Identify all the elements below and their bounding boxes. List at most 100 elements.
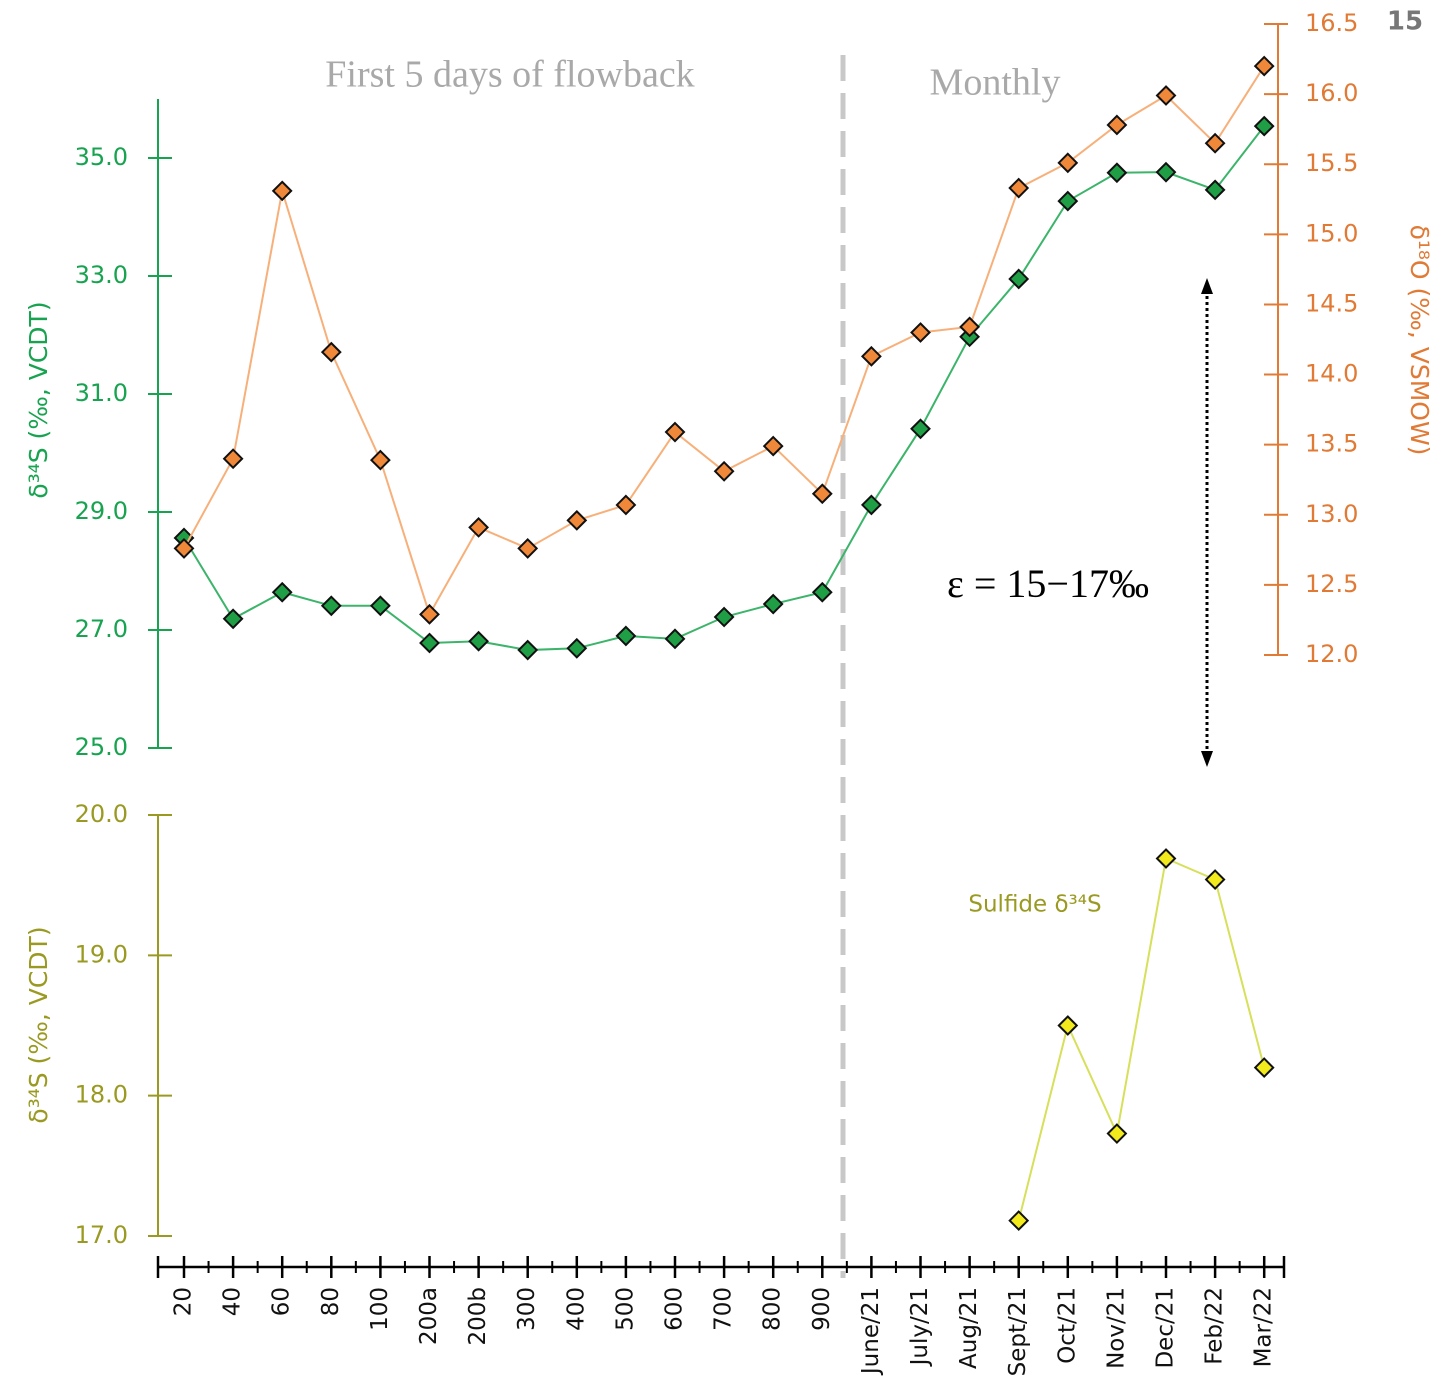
y-tick-label: 20.0 <box>75 800 128 828</box>
y-tick-label: 31.0 <box>75 379 128 407</box>
marker <box>1253 55 1275 77</box>
x-tick-label: Aug/21 <box>956 1287 982 1369</box>
marker <box>664 628 686 650</box>
y-axis-label: δ³⁴S (‰, VCDT) <box>24 926 53 1123</box>
x-tick-label: 40 <box>220 1287 246 1316</box>
x-tick-label: 900 <box>809 1287 835 1331</box>
y2-tick-label: 14.0 <box>1305 360 1358 388</box>
x-tick-label: July/21 <box>907 1287 933 1367</box>
marker <box>762 593 784 615</box>
marker <box>468 630 490 652</box>
marker <box>910 418 931 440</box>
marker <box>369 595 391 617</box>
x-tick-label: 80 <box>318 1287 344 1316</box>
y-tick-label: 17.0 <box>75 1221 128 1249</box>
x-tick-label: Mar/22 <box>1251 1287 1277 1367</box>
marker <box>320 341 342 363</box>
marker <box>959 316 981 338</box>
y-tick-label: 18.0 <box>75 1081 128 1109</box>
marker <box>173 538 195 559</box>
marker <box>419 632 440 654</box>
series-line <box>1017 857 1266 1221</box>
y2-tick-label: 15.0 <box>1305 219 1358 247</box>
marker <box>1106 114 1128 136</box>
marker <box>860 345 882 367</box>
y-tick-label: 35.0 <box>75 143 128 171</box>
page-number: 15 <box>1387 7 1423 37</box>
x-tick-label: Nov/21 <box>1103 1287 1129 1369</box>
marker <box>811 581 833 603</box>
x-tick-label: June/21 <box>858 1287 884 1376</box>
marker <box>566 637 588 659</box>
marker <box>1106 1123 1128 1144</box>
marker <box>1253 115 1275 137</box>
y2-tick-label: 13.0 <box>1305 500 1358 528</box>
marker <box>1155 848 1177 869</box>
marker <box>1057 190 1079 212</box>
x-tick-label: 200b <box>465 1287 491 1346</box>
marker <box>1106 162 1128 184</box>
x-tick-label: 60 <box>269 1287 295 1316</box>
marker <box>615 494 637 516</box>
marker <box>1057 1015 1079 1036</box>
marker <box>222 448 244 470</box>
marker <box>1008 268 1030 290</box>
x-tick-label: Feb/22 <box>1202 1287 1228 1365</box>
y-tick-label: 29.0 <box>75 497 128 525</box>
x-tick-label: 800 <box>760 1287 786 1331</box>
marker <box>419 603 440 625</box>
marker <box>320 595 342 617</box>
marker <box>713 460 735 482</box>
annotation: First 5 days of flowback <box>325 54 694 96</box>
x-tick-label: 20 <box>171 1287 197 1316</box>
marker <box>271 180 293 202</box>
marker <box>1204 179 1226 201</box>
x-tick-label: 600 <box>662 1287 688 1331</box>
marker <box>664 421 686 443</box>
y2-tick-label: 14.5 <box>1305 289 1358 317</box>
y-tick-label: 33.0 <box>75 261 128 289</box>
y-tick-label: 19.0 <box>75 940 128 968</box>
marker <box>222 608 244 630</box>
x-tick-label: Sept/21 <box>1005 1287 1031 1376</box>
marker <box>713 606 735 628</box>
x-tick-label: 500 <box>612 1287 638 1331</box>
marker <box>811 483 833 505</box>
marker <box>468 516 490 538</box>
y-tick-label: 25.0 <box>75 733 128 761</box>
y2-tick-label: 16.0 <box>1305 79 1358 107</box>
x-tick-label: 700 <box>711 1287 737 1331</box>
x-tick-label: 200a <box>416 1287 442 1345</box>
marker <box>1204 869 1226 890</box>
x-tick-label: Dec/21 <box>1153 1287 1179 1369</box>
series-label: Sulfide δ³⁴S <box>968 892 1101 918</box>
marker <box>271 581 293 603</box>
marker <box>615 625 637 647</box>
marker <box>1155 85 1177 106</box>
marker <box>566 509 588 531</box>
marker <box>1008 177 1030 199</box>
marker <box>1253 1057 1275 1079</box>
series-line <box>183 65 1266 617</box>
marker <box>1155 161 1177 183</box>
y2-tick-label: 13.5 <box>1305 430 1358 458</box>
y2-axis-label: δ¹⁸O (‰, VSMOW) <box>1405 225 1434 456</box>
x-tick-label: Oct/21 <box>1054 1287 1080 1364</box>
marker <box>1008 1210 1030 1231</box>
marker <box>1204 132 1226 154</box>
marker <box>517 538 539 559</box>
y-tick-label: 27.0 <box>75 615 128 643</box>
annotation: ε = 15−17‰ <box>947 561 1149 606</box>
marker <box>860 494 882 516</box>
marker <box>1057 152 1079 174</box>
y2-tick-label: 16.5 <box>1305 9 1358 37</box>
marker <box>910 322 931 343</box>
y2-tick-label: 12.5 <box>1305 570 1358 598</box>
marker <box>369 449 391 471</box>
x-tick-label: 300 <box>514 1287 540 1331</box>
marker <box>762 435 784 457</box>
y2-tick-label: 15.5 <box>1305 149 1358 177</box>
x-tick-label: 100 <box>367 1287 393 1331</box>
y-axis-label: δ³⁴S (‰, VCDT) <box>24 301 53 498</box>
